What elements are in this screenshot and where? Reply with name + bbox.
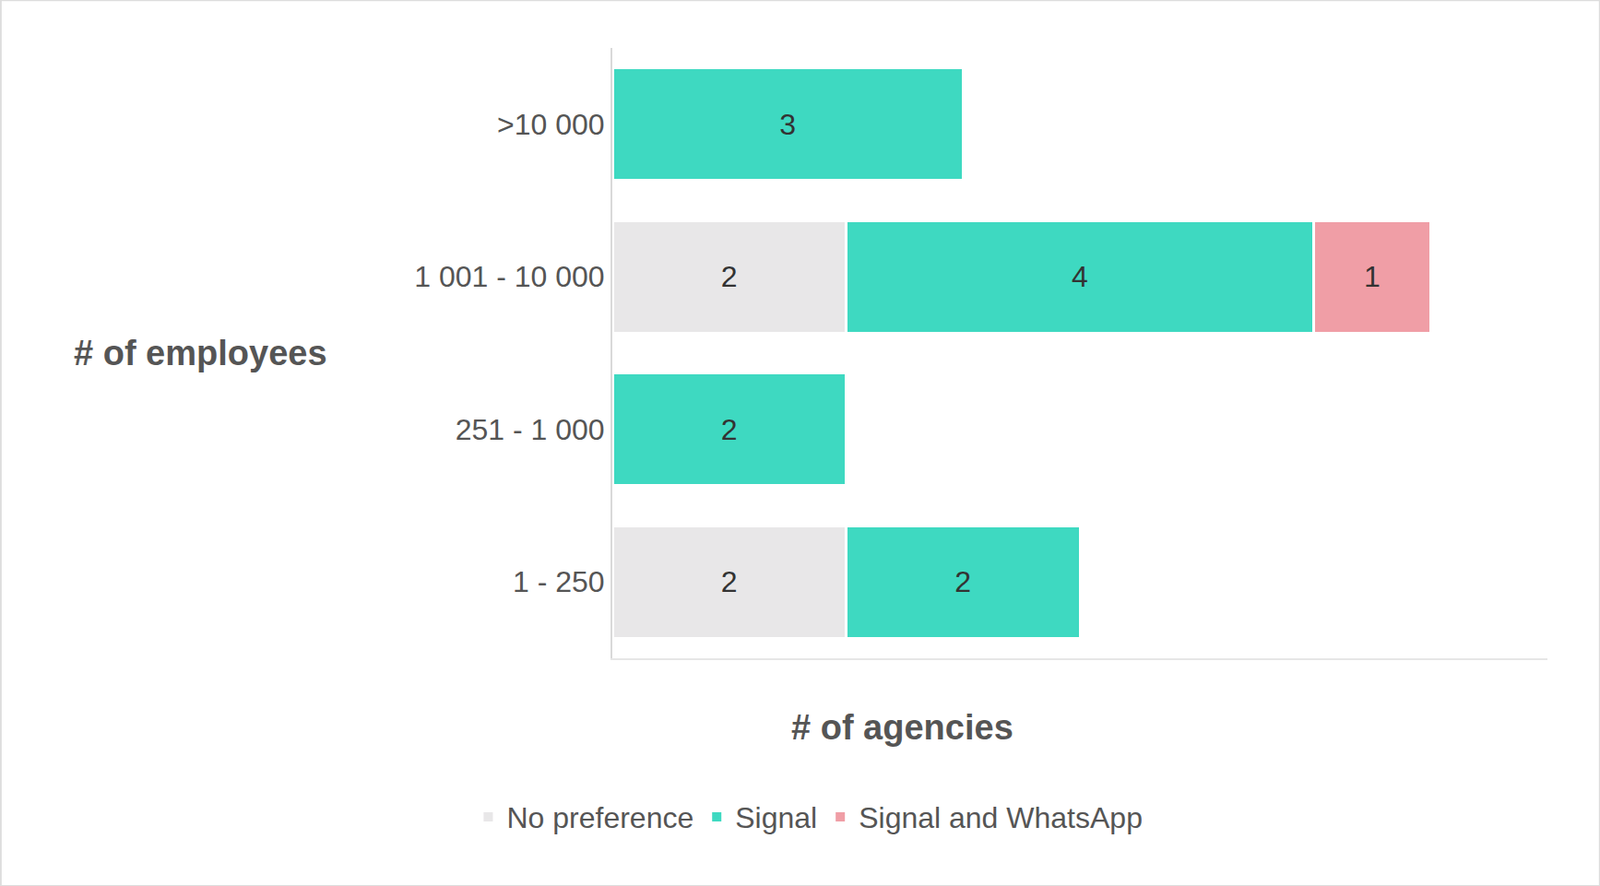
svg-text:# of employees: # of employees	[73, 333, 328, 373]
svg-text:Signal: Signal	[734, 801, 818, 835]
svg-text:No preference: No preference	[506, 801, 694, 835]
svg-text:2: 2	[721, 565, 738, 599]
svg-text:2: 2	[954, 565, 972, 599]
svg-text:3: 3	[779, 107, 796, 142]
svg-text:4: 4	[1071, 260, 1089, 294]
svg-text:251 - 1 000: 251 - 1 000	[455, 413, 605, 447]
svg-text:1 001 - 10 000: 1 001 - 10 000	[414, 260, 605, 294]
svg-text:2: 2	[721, 413, 738, 447]
svg-text:1: 1	[1363, 260, 1381, 294]
svg-text:1 - 250: 1 - 250	[512, 565, 605, 599]
svg-text:>10 000: >10 000	[497, 107, 605, 142]
svg-text:# of agencies: # of agencies	[791, 708, 1014, 747]
svg-text:Signal and WhatsApp: Signal and WhatsApp	[858, 801, 1143, 835]
svg-text:2: 2	[721, 260, 738, 294]
